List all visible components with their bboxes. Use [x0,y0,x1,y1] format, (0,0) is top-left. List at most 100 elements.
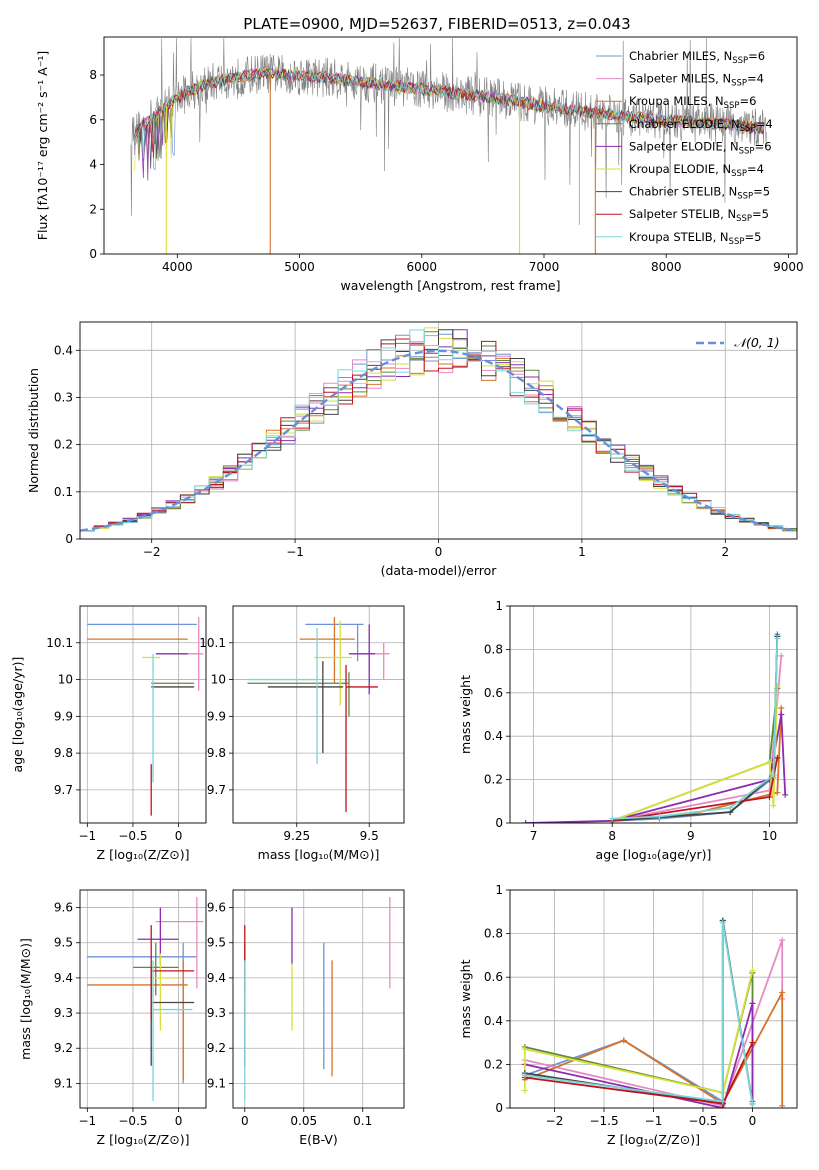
y-tick-label: 4 [89,158,97,172]
y-tick-label: 10.1 [199,636,226,650]
y-tick-label: 0.8 [484,927,503,941]
ticks: 7 8 9 10 0 0.2 0.4 0.6 0.8 1 [484,599,777,843]
point-marker [521,1072,528,1079]
y-tick-label: 9.7 [54,783,73,797]
axes-frame [79,321,798,540]
x-tick-label: −1 [78,829,96,843]
point-marker [766,759,773,766]
plot-area [80,327,797,532]
x-tick-label: 9.25 [283,829,310,843]
x-axis-label: age [log₁₀(age/yr)] [596,847,712,862]
y-tick-label: 9.6 [207,901,226,915]
mass-weight-vs-z-chart: −2 −1.5 −1 −0.5 0 0 0.2 0.4 0.6 0.8 1 Z [log₁₀(Z/Z⊙… [458,883,798,1147]
point-marker [749,967,756,974]
y-tick-label: 0 [89,247,97,261]
y-tick-label: 10 [211,673,226,687]
y-axis-label: mass weight [458,959,473,1038]
y-tick-label: 8 [89,68,97,82]
y-tick-label: 9.2 [207,1041,226,1055]
legend-entry: Kroupa ELODIE, NSSP=4 [629,162,764,179]
legend-entry: Kroupa MILES, NSSP=6 [629,94,756,111]
y-tick-label: 0.2 [484,1057,503,1071]
y-tick-label: 9.7 [207,783,226,797]
mass-weight-line [524,922,754,1104]
y-tick-label: 9.9 [207,709,226,723]
y-tick-label: 9.6 [54,901,73,915]
x-axis-label: mass [log₁₀(M/M⊙)] [258,847,380,862]
legend-entry: Chabrier STELIB, NSSP=5 [629,185,770,202]
x-tick-label: 8000 [651,260,682,274]
grid-lines [510,889,797,1109]
mass-weight-line [611,688,779,822]
x-tick-label: 9.5 [360,829,379,843]
plot-area [130,38,767,254]
y-tick-label: 0 [65,532,73,546]
x-axis-label: Z [log₁₀(Z/Z⊙)] [97,847,190,862]
y-tick-label: 0 [495,816,503,830]
y-tick-label: 1 [495,883,503,897]
y-tick-label: 0.2 [54,438,73,452]
x-tick-label: 6000 [407,260,438,274]
axes-frame [79,605,207,824]
gaussian-curve [80,349,797,532]
x-tick-label: 10 [762,829,777,843]
point-marker [609,815,616,822]
x-tick-label: 1 [578,545,586,559]
legend-entry: Chabrier ELODIE, NSSP=4 [629,117,773,134]
point-marker [778,704,785,711]
y-tick-label: 0 [495,1101,503,1115]
x-tick-label: 7000 [529,260,560,274]
plot-area [521,917,786,1108]
y-tick-label: 9.4 [207,971,226,985]
x-tick-label: 9000 [773,260,804,274]
point-marker [779,989,786,996]
y-tick-label: 9.5 [207,936,226,950]
point-marker [620,1037,627,1044]
y-tick-label: 10.1 [46,636,73,650]
point-marker [770,772,777,779]
point-marker [719,919,726,926]
x-tick-label: 0.05 [290,1114,317,1128]
point-marker [749,1039,756,1046]
axes-frame [79,889,207,1109]
plot-area [522,631,789,823]
mass-weight-vs-age-chart: 7 8 9 10 0 0.2 0.4 0.6 0.8 1 age [log₁₀(age/yr)] ma… [458,599,798,862]
y-axis-label: Flux [fλ10⁻¹⁷ erg cm⁻² s⁻¹ A⁻¹] [35,51,50,240]
point-marker [778,711,785,718]
mass-weight-line [524,920,754,1105]
axes-frame [509,605,798,824]
point-marker [774,789,781,796]
mass-weight-line [524,1003,754,1108]
x-tick-label: 7 [530,829,538,843]
legend-entry: Kroupa STELIB, NSSP=5 [629,230,761,247]
grid-lines [233,890,404,1108]
mass-weight-line [612,638,779,820]
age-vs-mass-chart: 9.25 9.5 9.7 9.8 9.9 10 10.1 mass [log₁₀(M/M⊙)] [199,605,405,862]
age-vs-z-chart: −1 −0.5 0 9.7 9.8 9.9 10 10.1 Z [log₁₀(Z/Z⊙)] age… [10,605,207,862]
x-tick-label: 0 [749,1114,757,1128]
x-tick-label: −1 [286,545,304,559]
axes-frame [103,36,798,255]
x-tick-label: −0.5 [688,1114,717,1128]
y-tick-label: 0.4 [54,343,73,357]
y-axis-label: mass weight [458,675,473,754]
x-tick-label: 9 [687,829,695,843]
mass-vs-z-chart: −1 −0.5 0 9.1 9.2 9.3 9.4 9.5 9.6 Z [log₁₀(Z/Z⊙)]… [18,889,207,1147]
y-tick-label: 0.6 [484,970,503,984]
point-marker [522,820,529,823]
y-tick-label: 2 [89,202,97,216]
y-tick-label: 0.1 [54,485,73,499]
point-marker [770,802,777,809]
point-marker [749,1000,756,1007]
point-marker [774,635,781,642]
y-tick-label: 9.2 [54,1041,73,1055]
legend-entry: Salpeter STELIB, NSSP=5 [629,207,769,224]
y-tick-label: 0.4 [484,1014,503,1028]
x-axis-label: (data-model)/error [381,563,498,578]
legend-entry: 𝒩(0, 1) [734,335,780,350]
x-tick-label: 0 [435,545,443,559]
x-tick-label: 2 [721,545,729,559]
x-tick-label: −0.5 [118,829,147,843]
y-axis-label: age [log₁₀(age/yr)] [10,657,25,773]
